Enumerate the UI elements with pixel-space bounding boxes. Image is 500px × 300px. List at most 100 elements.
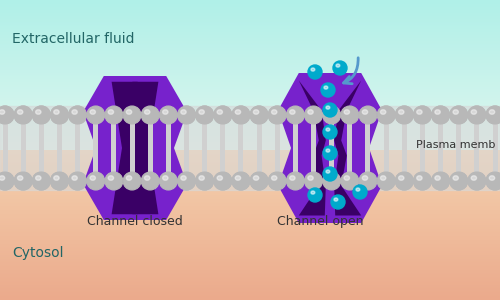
Circle shape xyxy=(86,106,104,124)
Circle shape xyxy=(178,172,196,190)
Bar xyxy=(112,147,116,175)
Circle shape xyxy=(377,106,395,124)
Bar xyxy=(75,147,80,175)
Ellipse shape xyxy=(326,176,332,180)
Bar xyxy=(348,147,352,175)
Circle shape xyxy=(396,106,413,124)
Circle shape xyxy=(468,172,486,190)
Bar xyxy=(238,121,244,149)
PathPatch shape xyxy=(334,80,361,215)
Bar xyxy=(166,147,171,175)
Ellipse shape xyxy=(54,176,59,180)
Circle shape xyxy=(68,172,86,190)
Circle shape xyxy=(178,106,196,124)
Ellipse shape xyxy=(290,110,295,114)
Circle shape xyxy=(359,172,377,190)
Circle shape xyxy=(331,195,345,209)
Bar xyxy=(456,147,461,175)
Circle shape xyxy=(160,172,178,190)
Ellipse shape xyxy=(90,176,96,180)
Circle shape xyxy=(359,172,377,190)
Circle shape xyxy=(286,106,304,124)
Ellipse shape xyxy=(356,188,360,191)
Circle shape xyxy=(105,172,123,190)
Bar xyxy=(130,147,134,175)
Circle shape xyxy=(86,172,104,190)
Ellipse shape xyxy=(54,176,59,180)
Ellipse shape xyxy=(217,110,222,114)
Ellipse shape xyxy=(199,110,204,114)
Ellipse shape xyxy=(126,176,132,180)
Ellipse shape xyxy=(435,176,440,180)
Circle shape xyxy=(432,172,450,190)
Ellipse shape xyxy=(90,176,96,180)
Bar xyxy=(348,147,352,175)
Circle shape xyxy=(450,172,468,190)
Bar xyxy=(274,121,280,149)
Circle shape xyxy=(341,172,359,190)
Ellipse shape xyxy=(326,149,330,152)
Bar xyxy=(39,147,44,175)
Bar xyxy=(348,121,352,149)
Circle shape xyxy=(323,146,337,160)
Circle shape xyxy=(341,106,359,124)
Circle shape xyxy=(333,61,347,75)
Ellipse shape xyxy=(290,176,295,180)
Circle shape xyxy=(141,172,159,190)
Bar xyxy=(75,121,80,149)
Circle shape xyxy=(432,172,450,190)
Bar xyxy=(492,121,498,149)
Ellipse shape xyxy=(199,176,204,180)
Bar xyxy=(148,147,152,175)
Bar xyxy=(474,147,480,175)
Circle shape xyxy=(304,172,322,190)
Bar xyxy=(274,147,280,175)
Bar xyxy=(238,147,244,175)
Ellipse shape xyxy=(362,110,368,114)
Ellipse shape xyxy=(311,191,315,194)
Circle shape xyxy=(414,106,432,124)
Bar xyxy=(256,121,262,149)
Ellipse shape xyxy=(54,110,59,114)
Circle shape xyxy=(50,106,68,124)
Bar xyxy=(20,121,25,149)
Circle shape xyxy=(105,106,123,124)
Bar xyxy=(2,147,7,175)
Bar xyxy=(329,147,334,175)
Bar xyxy=(438,121,443,149)
Ellipse shape xyxy=(336,64,340,67)
Bar xyxy=(112,121,116,149)
Ellipse shape xyxy=(272,110,277,114)
Ellipse shape xyxy=(254,176,259,180)
Circle shape xyxy=(321,83,335,97)
Bar xyxy=(220,121,226,149)
Bar xyxy=(93,147,98,175)
Bar xyxy=(112,147,116,175)
Ellipse shape xyxy=(162,176,168,180)
Circle shape xyxy=(377,106,395,124)
Circle shape xyxy=(214,172,232,190)
Circle shape xyxy=(105,106,123,124)
Ellipse shape xyxy=(453,176,458,180)
Ellipse shape xyxy=(308,110,313,114)
PathPatch shape xyxy=(278,73,382,223)
Circle shape xyxy=(160,106,178,124)
Bar xyxy=(238,147,244,175)
Bar xyxy=(456,121,461,149)
Ellipse shape xyxy=(380,110,386,114)
Circle shape xyxy=(322,172,340,190)
Ellipse shape xyxy=(334,198,338,201)
Text: Channel open: Channel open xyxy=(277,215,363,228)
Ellipse shape xyxy=(290,176,295,180)
Ellipse shape xyxy=(416,110,422,114)
PathPatch shape xyxy=(117,83,153,213)
Circle shape xyxy=(214,172,232,190)
Bar xyxy=(93,121,98,149)
Ellipse shape xyxy=(0,176,4,180)
Ellipse shape xyxy=(326,170,330,173)
Ellipse shape xyxy=(471,110,476,114)
Ellipse shape xyxy=(162,110,168,114)
Ellipse shape xyxy=(490,176,494,180)
Bar xyxy=(329,121,334,149)
Ellipse shape xyxy=(18,110,23,114)
